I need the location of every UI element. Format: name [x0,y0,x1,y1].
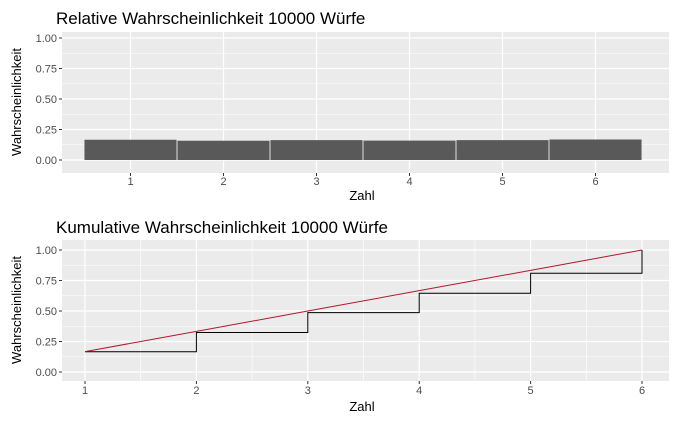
chart-1-x-tick-label: 4 [406,176,412,188]
chart-1-y-tick-label: 0.00 [36,155,57,167]
chart-2-series-step-line [85,250,643,353]
chart-2-y-tick-label: 0.00 [36,367,57,379]
chart-1-bar [549,139,642,160]
chart-1-bar [456,140,549,160]
chart-1-x-tick-label: 3 [313,176,319,188]
chart-2-x-axis-title: Zahl [349,399,374,414]
chart-2-y-axis-title: Wahrscheinlichkeit [9,256,24,364]
chart-2-x-tick-label: 4 [416,385,422,397]
chart-2-x-tick-label: 2 [193,385,199,397]
chart-2-y-tick-label: 0.25 [36,337,57,349]
chart-2-y-tick-label: 0.50 [36,306,57,318]
chart-1-y-tick-label: 0.50 [36,94,57,106]
chart-2-y-tick-label: 0.75 [36,276,57,288]
chart-1-x-tick-label: 5 [499,176,505,188]
chart-relative: Relative Wahrscheinlichkeit 10000 Würfe … [9,9,669,203]
chart-1-x-axis-title: Zahl [349,188,374,203]
chart-1-bar [177,140,270,160]
chart-1-title: Relative Wahrscheinlichkeit 10000 Würfe [56,9,365,28]
chart-1-y-tick-label: 0.75 [36,64,57,76]
chart-2-x-tick-label: 6 [639,385,645,397]
chart-1-bar [363,140,456,160]
chart-cumulative: Kumulative Wahrscheinlichkeit 10000 Würf… [9,218,669,414]
chart-1-y-tick-label: 1.00 [36,33,57,45]
chart-2-x-tick-label: 3 [305,385,311,397]
chart-2-x-tick-label: 1 [82,385,88,397]
chart-2-x-tick-label: 5 [528,385,534,397]
chart-1-x-tick-label: 1 [127,176,133,188]
chart-1-bar [270,140,363,160]
chart-2-title: Kumulative Wahrscheinlichkeit 10000 Würf… [56,218,388,237]
chart-1-y-tick-label: 0.25 [36,125,57,137]
chart-1-bar [84,139,177,160]
chart-1-y-axis-title: Wahrscheinlichkeit [9,48,24,156]
chart-1-x-tick-label: 2 [220,176,226,188]
chart-2-series-line [84,249,643,353]
chart-1-x-tick-label: 6 [592,176,598,188]
chart-2-y-tick-label: 1.00 [36,245,57,257]
